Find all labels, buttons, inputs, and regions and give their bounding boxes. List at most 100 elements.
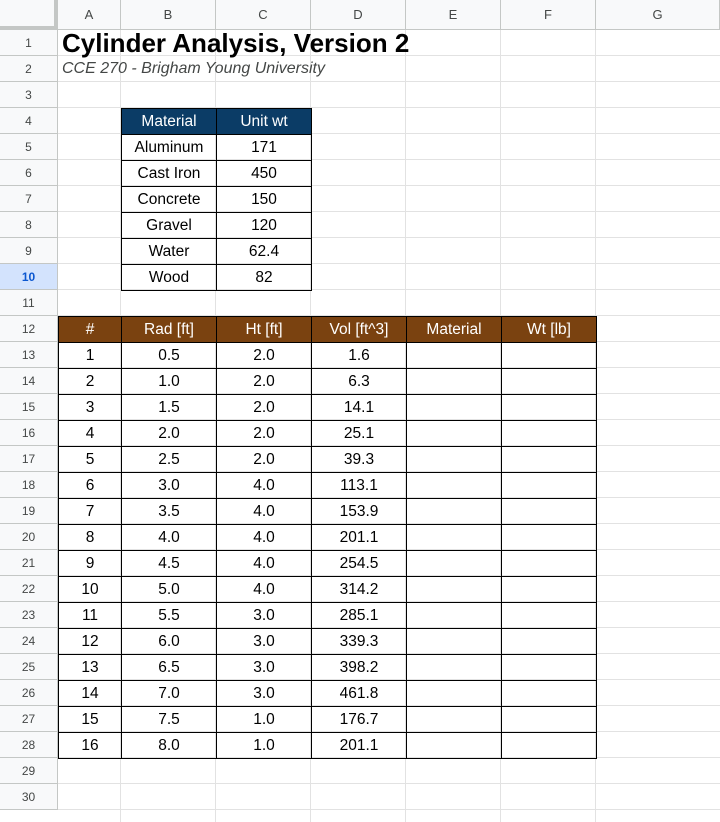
cylinder-cell[interactable]: 4.0	[216, 472, 312, 499]
materials-cell[interactable]: Concrete	[121, 186, 217, 213]
materials-header-cell[interactable]: Unit wt	[216, 108, 312, 135]
cylinder-cell[interactable]: 314.2	[311, 576, 407, 603]
materials-header-cell[interactable]: Material	[121, 108, 217, 135]
cylinder-cell[interactable]	[501, 576, 597, 603]
cylinder-cell[interactable]	[406, 446, 502, 473]
cylinder-cell[interactable]	[501, 524, 597, 551]
row-header-7[interactable]: 7	[0, 186, 58, 212]
cylinder-cell[interactable]: 6.5	[121, 654, 217, 681]
cylinder-cell[interactable]: 398.2	[311, 654, 407, 681]
cylinder-cell[interactable]: 5	[58, 446, 122, 473]
cylinder-cell[interactable]: 4.0	[216, 524, 312, 551]
page-title[interactable]: Cylinder Analysis, Version 2	[62, 27, 410, 58]
row-header-23[interactable]: 23	[0, 602, 58, 628]
cylinder-cell[interactable]	[501, 446, 597, 473]
cylinder-cell[interactable]: 2.0	[216, 394, 312, 421]
materials-cell[interactable]: Aluminum	[121, 134, 217, 161]
cylinder-cell[interactable]: 4.0	[216, 576, 312, 603]
cylinder-cell[interactable]: 3.0	[216, 680, 312, 707]
row-header-6[interactable]: 6	[0, 160, 58, 186]
cylinder-cell[interactable]: 14	[58, 680, 122, 707]
cylinder-cell[interactable]: 3.0	[216, 628, 312, 655]
cylinder-cell[interactable]: 176.7	[311, 706, 407, 733]
column-header-f[interactable]: F	[501, 0, 596, 30]
cylinder-cell[interactable]	[501, 602, 597, 629]
materials-cell[interactable]: 150	[216, 186, 312, 213]
cylinder-cell[interactable]: 285.1	[311, 602, 407, 629]
row-header-2[interactable]: 2	[0, 56, 58, 82]
cylinder-cell[interactable]: 1.5	[121, 394, 217, 421]
cylinder-cell[interactable]: 2	[58, 368, 122, 395]
cylinder-cell[interactable]: 1.0	[216, 732, 312, 759]
row-header-20[interactable]: 20	[0, 524, 58, 550]
column-header-c[interactable]: C	[216, 0, 311, 30]
cylinder-cell[interactable]: 1.6	[311, 342, 407, 369]
cylinder-cell[interactable]: 10	[58, 576, 122, 603]
cylinder-cell[interactable]: 113.1	[311, 472, 407, 499]
cylinder-cell[interactable]: 5.0	[121, 576, 217, 603]
freeze-handle-horizontal[interactable]	[0, 26, 58, 30]
cylinder-cell[interactable]: 9	[58, 550, 122, 577]
cylinder-cell[interactable]: 3.0	[121, 472, 217, 499]
row-header-10[interactable]: 10	[0, 264, 58, 290]
cylinder-cell[interactable]: 2.5	[121, 446, 217, 473]
row-header-25[interactable]: 25	[0, 654, 58, 680]
cylinder-cell[interactable]: 16	[58, 732, 122, 759]
cylinder-cell[interactable]	[501, 628, 597, 655]
cylinder-cell[interactable]	[501, 342, 597, 369]
row-header-19[interactable]: 19	[0, 498, 58, 524]
cylinder-cell[interactable]: 6.3	[311, 368, 407, 395]
column-header-g[interactable]: G	[596, 0, 720, 30]
cylinder-cell[interactable]: 6.0	[121, 628, 217, 655]
row-header-29[interactable]: 29	[0, 758, 58, 784]
materials-cell[interactable]: Gravel	[121, 212, 217, 239]
column-header-d[interactable]: D	[311, 0, 406, 30]
cylinder-cell[interactable]: 39.3	[311, 446, 407, 473]
column-header-b[interactable]: B	[121, 0, 216, 30]
cylinder-cell[interactable]	[406, 498, 502, 525]
row-header-9[interactable]: 9	[0, 238, 58, 264]
page-subtitle[interactable]: CCE 270 - Brigham Young University	[62, 60, 325, 77]
cylinder-cell[interactable]: 7	[58, 498, 122, 525]
row-header-28[interactable]: 28	[0, 732, 58, 758]
row-header-4[interactable]: 4	[0, 108, 58, 134]
row-header-11[interactable]: 11	[0, 290, 58, 316]
cylinder-cell[interactable]: 12	[58, 628, 122, 655]
cylinder-cell[interactable]: 1	[58, 342, 122, 369]
cylinder-cell[interactable]: 2.0	[216, 420, 312, 447]
cylinder-cell[interactable]: 339.3	[311, 628, 407, 655]
row-header-8[interactable]: 8	[0, 212, 58, 238]
row-header-27[interactable]: 27	[0, 706, 58, 732]
cylinder-cell[interactable]	[406, 732, 502, 759]
row-header-15[interactable]: 15	[0, 394, 58, 420]
cylinder-cell[interactable]: 2.0	[216, 368, 312, 395]
cylinder-cell[interactable]: 14.1	[311, 394, 407, 421]
row-header-21[interactable]: 21	[0, 550, 58, 576]
row-header-22[interactable]: 22	[0, 576, 58, 602]
cylinder-cell[interactable]	[501, 706, 597, 733]
cylinder-cell[interactable]	[501, 472, 597, 499]
column-header-e[interactable]: E	[406, 0, 501, 30]
cylinder-cell[interactable]: 201.1	[311, 732, 407, 759]
row-header-13[interactable]: 13	[0, 342, 58, 368]
cylinder-cell[interactable]: 2.0	[216, 446, 312, 473]
cylinder-cell[interactable]	[406, 706, 502, 733]
row-header-26[interactable]: 26	[0, 680, 58, 706]
cylinder-cell[interactable]: 1.0	[216, 706, 312, 733]
cylinder-cell[interactable]	[406, 576, 502, 603]
cylinder-cell[interactable]: 7.5	[121, 706, 217, 733]
cylinder-cell[interactable]: 4.0	[216, 498, 312, 525]
cylinder-cell[interactable]	[406, 628, 502, 655]
cylinder-header-cell[interactable]: #	[58, 316, 122, 343]
cylinder-cell[interactable]: 13	[58, 654, 122, 681]
cylinder-cell[interactable]: 3.0	[216, 602, 312, 629]
cylinder-cell[interactable]: 3.5	[121, 498, 217, 525]
cylinder-cell[interactable]	[501, 654, 597, 681]
cylinder-cell[interactable]	[406, 680, 502, 707]
row-header-30[interactable]: 30	[0, 784, 58, 810]
cylinder-cell[interactable]: 1.0	[121, 368, 217, 395]
cylinder-cell[interactable]: 254.5	[311, 550, 407, 577]
column-header-a[interactable]: A	[58, 0, 121, 30]
materials-cell[interactable]: Water	[121, 238, 217, 265]
